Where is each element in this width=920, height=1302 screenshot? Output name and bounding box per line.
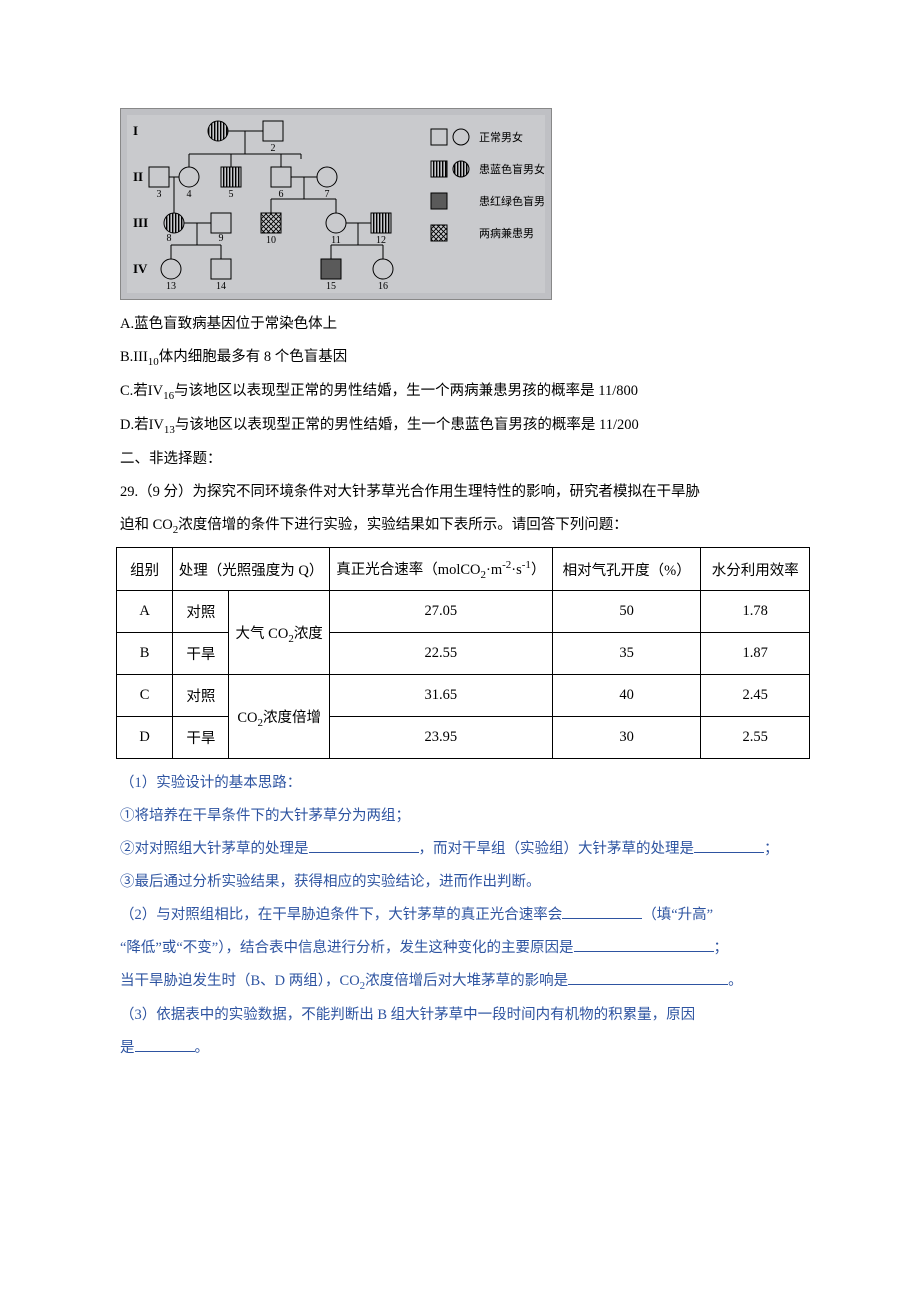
svg-text:10: 10 xyxy=(266,235,276,246)
blank-input[interactable] xyxy=(574,937,714,953)
col-group: 组别 xyxy=(117,547,173,591)
legend-both: 两病兼患男 xyxy=(479,226,534,240)
sub-2-line2: “降低”或“不变”），结合表中信息进行分析，发生这种变化的主要原因是； xyxy=(120,934,800,963)
svg-text:3: 3 xyxy=(157,189,162,200)
svg-text:6: 6 xyxy=(279,189,284,200)
sub-3-line1: （3）依据表中的实验数据，不能判断出 B 组大针茅草中一段时间内有机物的积累量，… xyxy=(120,1001,800,1030)
choice-d: D.若IV13与该地区以表现型正常的男性结婚，生一个患蓝色盲男孩的概率是 11/… xyxy=(120,411,800,441)
sub-1: （1）实验设计的基本思路： xyxy=(120,769,800,798)
sub-1a: ①将培养在干旱条件下的大针茅草分为两组； xyxy=(120,802,800,831)
sub-3-line2: 是。 xyxy=(120,1034,800,1063)
legend-normal: 正常男女 xyxy=(479,130,523,144)
svg-text:I: I xyxy=(133,123,138,138)
blank-input[interactable] xyxy=(568,970,728,986)
col-stomata: 相对气孔开度（%） xyxy=(552,547,701,591)
q29-line2: 迫和 CO2浓度倍增的条件下进行实验，实验结果如下表所示。请回答下列问题： xyxy=(120,511,800,541)
blank-input[interactable] xyxy=(694,838,764,854)
choice-c: C.若IV16与该地区以表现型正常的男性结婚，生一个两病兼患男孩的概率是 11/… xyxy=(120,377,800,407)
table-row: B 干旱 22.55 35 1.87 xyxy=(117,633,810,675)
blank-input[interactable] xyxy=(309,838,419,854)
svg-text:12: 12 xyxy=(376,235,386,246)
q29-line1: 29.（9 分）为探究不同环境条件对大针茅草光合作用生理特性的影响，研究者模拟在… xyxy=(120,478,800,507)
svg-text:16: 16 xyxy=(378,281,388,292)
sub-2-line3: 当干旱胁迫发生时（B、D 两组），CO2浓度倍增后对大堆茅草的影响是。 xyxy=(120,967,800,997)
svg-text:2: 2 xyxy=(271,143,276,154)
col-wue: 水分利用效率 xyxy=(701,547,810,591)
svg-text:15: 15 xyxy=(326,281,336,292)
svg-text:III: III xyxy=(133,215,148,230)
treat-atm: 大气 CO2浓度 xyxy=(229,591,329,675)
table-row: C 对照 CO2浓度倍增 31.65 40 2.45 xyxy=(117,675,810,717)
pedigree-diagram: I II III IV xyxy=(120,108,552,300)
svg-text:9: 9 xyxy=(219,233,224,244)
col-rate: 真正光合速率（molCO2·m-2·s-1） xyxy=(329,547,552,591)
treat-double: CO2浓度倍增 xyxy=(229,675,329,759)
table-row: A 对照 大气 CO2浓度 27.05 50 1.78 xyxy=(117,591,810,633)
svg-text:4: 4 xyxy=(187,189,192,200)
pedigree-svg: I II III IV xyxy=(121,109,551,299)
blank-input[interactable] xyxy=(135,1037,195,1053)
svg-text:II: II xyxy=(133,169,143,184)
choice-a: A.蓝色盲致病基因位于常染色体上 xyxy=(120,310,800,339)
section-ii-heading: 二、非选择题： xyxy=(120,445,800,474)
sub-1c: ③最后通过分析实验结果，获得相应的实验结论，进而作出判断。 xyxy=(120,868,800,897)
legend-rgcb: 患红绿色盲男 xyxy=(479,194,545,208)
svg-text:5: 5 xyxy=(229,189,234,200)
sub-2-line1: （2）与对照组相比，在干旱胁迫条件下，大针茅草的真正光合速率会（填“升高” xyxy=(120,901,800,930)
table-row: D 干旱 23.95 30 2.55 xyxy=(117,717,810,759)
svg-text:11: 11 xyxy=(331,235,341,246)
col-treatment: 处理（光照强度为 Q） xyxy=(173,547,330,591)
choice-b: B.III10体内细胞最多有 8 个色盲基因 xyxy=(120,343,800,373)
blank-input[interactable] xyxy=(562,904,642,920)
svg-text:IV: IV xyxy=(133,261,148,276)
table-header-row: 组别 处理（光照强度为 Q） 真正光合速率（molCO2·m-2·s-1） 相对… xyxy=(117,547,810,591)
svg-text:13: 13 xyxy=(166,281,176,292)
svg-text:7: 7 xyxy=(325,189,330,200)
sub-1b: ②对对照组大针茅草的处理是，而对干旱组（实验组）大针茅草的处理是； xyxy=(120,835,800,864)
legend-bluecb: 患蓝色盲男女 xyxy=(479,162,545,176)
svg-text:14: 14 xyxy=(216,281,226,292)
experiment-table: 组别 处理（光照强度为 Q） 真正光合速率（molCO2·m-2·s-1） 相对… xyxy=(116,547,810,760)
svg-text:8: 8 xyxy=(167,233,172,244)
